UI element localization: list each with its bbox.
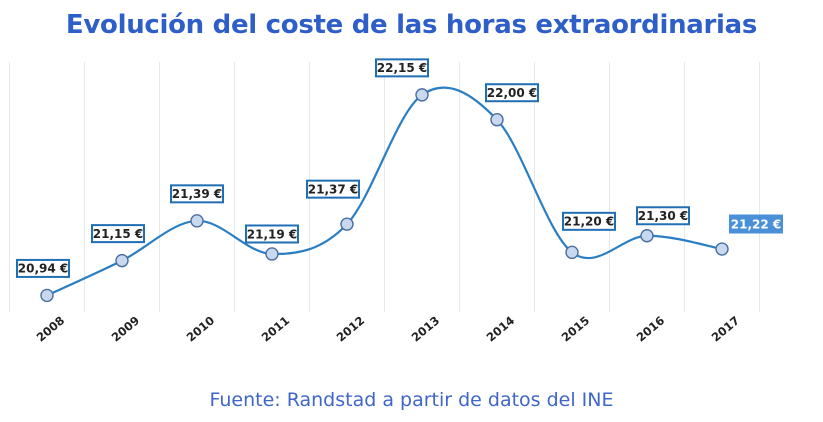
data-label: 21,22 € (731, 217, 781, 231)
x-tick-label: 2017 (709, 313, 743, 344)
data-point (265, 247, 279, 261)
grid-lines (9, 62, 760, 312)
data-label: 21,20 € (564, 215, 614, 229)
x-tick-label: 2016 (634, 313, 668, 344)
line-chart: 20,94 € 21,15 € 21,39 € 21,19 € 21,37 € 22,15… (9, 58, 783, 345)
x-tick-label: 2013 (409, 313, 443, 344)
data-label-box (485, 83, 539, 103)
data-label-box (636, 206, 690, 226)
data-label: 21,37 € (308, 182, 358, 196)
data-point (565, 245, 579, 260)
x-tick-label: 2012 (334, 313, 368, 344)
data-labels: 20,94 € 21,15 € 21,39 € 21,19 € 21,37 € 22,15… (16, 58, 783, 278)
x-tick-label: 2008 (34, 313, 68, 344)
data-points (40, 88, 729, 303)
x-tick-label: 2014 (484, 313, 518, 344)
data-label-box (562, 211, 616, 231)
data-label-box (91, 224, 145, 244)
data-point (640, 229, 654, 243)
data-point (340, 217, 354, 231)
chart-title: Evolución del coste de las horas extraor… (65, 10, 758, 40)
data-label: 21,39 € (172, 187, 222, 201)
x-tick-label: 2010 (184, 313, 218, 344)
series-line (46, 86, 723, 297)
data-point (190, 214, 204, 228)
x-tick-label: 2009 (109, 313, 143, 344)
x-tick-label: 2011 (259, 313, 293, 344)
data-point (115, 253, 129, 268)
data-label: 21,15 € (93, 227, 143, 241)
x-tick-label: 2015 (559, 313, 593, 344)
data-label: 20,94 € (18, 262, 68, 276)
data-label: 22,15 € (377, 61, 427, 75)
data-label: 21,30 € (638, 209, 688, 223)
data-point (715, 242, 729, 256)
source-note: Fuente: Randstad a partir de datos del I… (209, 389, 614, 411)
data-point (40, 288, 54, 303)
data-label: 22,00 € (487, 86, 537, 100)
x-axis-ticks: 2008 2009 2010 2011 2012 2013 2014 2015 2016 2017 (34, 313, 743, 344)
data-label-box (729, 214, 783, 234)
data-label-box (245, 224, 299, 244)
data-label-box (16, 258, 70, 278)
data-label-box (375, 58, 429, 78)
data-label: 21,19 € (247, 227, 297, 241)
data-point (415, 88, 429, 102)
data-label-box (170, 184, 224, 204)
data-point (490, 113, 504, 127)
data-label-box (306, 179, 360, 199)
